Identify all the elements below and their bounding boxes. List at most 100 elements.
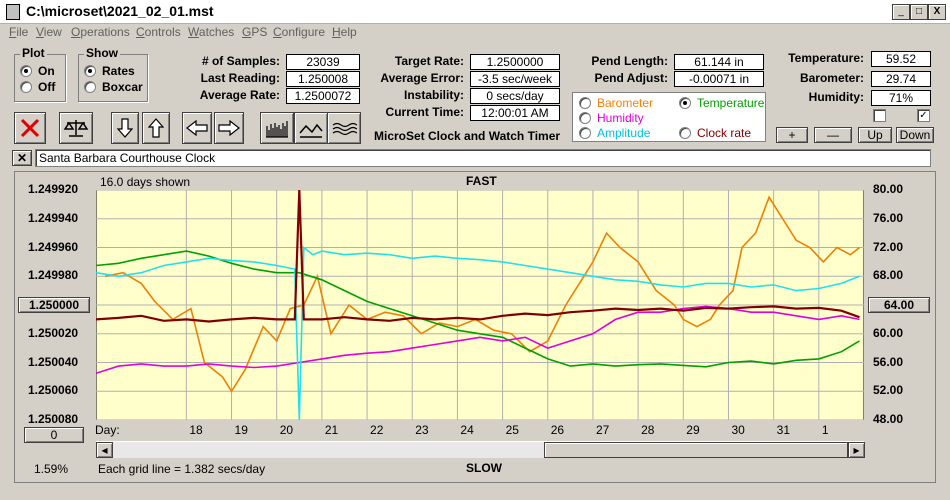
series-label-barometer: Barometer [597,96,654,110]
grid-note: Each grid line = 1.382 secs/day [98,462,266,476]
menu-help[interactable]: Help [332,25,357,39]
day-tick-label: 31 [776,423,790,437]
days-shown-label: 16.0 days shown [100,175,191,189]
scroll-up-button[interactable]: Up [858,127,892,143]
series-option-amplitude[interactable]: Amplitude [579,126,650,140]
line-graph-icon [299,123,323,138]
zoom-in-button[interactable]: + [776,127,808,143]
window-title: C:\microset\2021_02_01.mst [26,3,214,19]
menu-controls[interactable]: Controls [136,25,181,39]
menu-configure[interactable]: Configure [273,25,326,39]
plot-on-option[interactable]: On [20,64,55,78]
radio-button[interactable] [579,127,591,139]
plot-off-label: Off [38,80,56,94]
day-tick-label: 22 [370,423,384,437]
radio-button[interactable] [20,65,32,77]
radio-button[interactable] [84,65,96,77]
offset-button[interactable]: 0 [24,427,84,443]
arrow-up-icon [148,118,164,138]
plot-group [14,54,66,102]
option-checkbox-checked[interactable]: ✓ [917,109,930,122]
show-rates-option[interactable]: Rates [84,64,135,78]
slow-label: SLOW [466,461,502,475]
clear-name-button[interactable]: ✕ [12,150,32,166]
plot-off-option[interactable]: Off [20,80,55,94]
right-tick-label: 76.00 [873,210,904,225]
series-line-clock-rate [96,190,860,323]
menu-view[interactable]: View [36,25,62,39]
current-time-field: 12:00:01 AM [470,105,560,121]
show-boxcar-label: Boxcar [102,80,143,94]
left-tick-label: 1.249940 [28,210,79,225]
close-button[interactable]: X [928,4,946,20]
scroll-down-button[interactable]: Down [896,127,934,143]
day-tick-label: 18 [189,423,203,437]
day-tick-label: 20 [279,423,294,437]
radio-button[interactable] [579,112,591,124]
series-label-amplitude: Amplitude [597,126,651,140]
radio-button[interactable] [679,97,691,109]
last-reading-field: 1.250008 [286,71,360,87]
center-value-button[interactable]: 64.00 [868,297,930,313]
menu-operations[interactable]: Operations [71,25,130,39]
percent-label: 1.59% [34,462,69,476]
maximize-button[interactable]: □ [910,4,928,20]
average-error-field: -3.5 sec/week [470,71,560,87]
balance-button[interactable] [59,112,93,144]
clock-name-input[interactable]: Santa Barbara Courthouse Clock [35,149,931,167]
minimize-button[interactable]: _ [892,4,910,20]
right-tick-label: 68.00 [873,268,904,283]
scroll-left-arrow[interactable]: ◂ [96,442,113,458]
wave-graph-button[interactable] [327,112,361,144]
day-tick-label: 26 [550,423,565,437]
radio-button[interactable] [84,81,96,93]
day-tick-label: 21 [324,423,339,437]
red-x-icon [20,118,40,138]
humidity-label: Humidity: [808,90,864,104]
samples-label: # of Samples: [201,54,280,68]
center-rate-button[interactable]: 1.250000 [18,297,90,313]
zoom-out-button[interactable]: — [814,127,852,143]
series-line-humidity [96,305,860,375]
title-bar: C:\microset\2021_02_01.mst _ □ X [0,0,950,24]
left-tick-label: 1.249920 [28,182,79,196]
plot-area[interactable] [96,190,864,420]
right-tick-label: 72.00 [873,239,904,254]
radio-button[interactable] [679,127,691,139]
stop-button[interactable] [14,112,46,144]
option-checkbox[interactable] [873,109,886,122]
menu-gps[interactable]: GPS [242,25,268,39]
pend-length-field: 61.144 in [674,54,764,70]
show-boxcar-option[interactable]: Boxcar [84,80,143,94]
day-prefix: Day: [95,423,120,437]
series-line-barometer [104,195,860,393]
day-tick-label: 25 [505,423,519,437]
line-graph-button[interactable] [294,112,328,144]
day-tick-label: 30 [731,423,745,437]
show-rates-label: Rates [102,64,135,78]
day-tick-label: 27 [595,423,610,437]
series-option-temperature[interactable]: Temperature [679,96,764,110]
scroll-right-arrow[interactable]: ▸ [848,442,865,458]
instability-field: 0 secs/day [470,88,560,104]
left-tick-label: 1.250040 [28,354,79,369]
right-tick-label: 56.00 [873,354,904,369]
left-tick-label: 1.250080 [28,412,79,426]
arrow-down-button[interactable] [111,112,139,144]
arrow-left-button[interactable] [182,112,212,144]
menu-watches[interactable]: Watches [188,25,235,39]
scrollbar-thumb[interactable] [544,442,848,458]
radio-button[interactable] [579,97,591,109]
app-icon[interactable] [6,4,20,20]
series-option-barometer[interactable]: Barometer [579,96,653,110]
horizontal-scrollbar[interactable]: ◂ ▸ [96,441,865,458]
bar-graph-button[interactable] [260,112,294,144]
menu-file[interactable]: File [9,25,29,39]
arrow-right-button[interactable] [214,112,244,144]
arrow-up-button[interactable] [142,112,170,144]
series-label-humidity: Humidity [597,111,644,125]
series-option-clock-rate[interactable]: Clock rate [679,126,751,140]
barometer-field: 29.74 [871,71,931,87]
radio-button[interactable] [20,81,32,93]
series-option-humidity[interactable]: Humidity [579,111,644,125]
